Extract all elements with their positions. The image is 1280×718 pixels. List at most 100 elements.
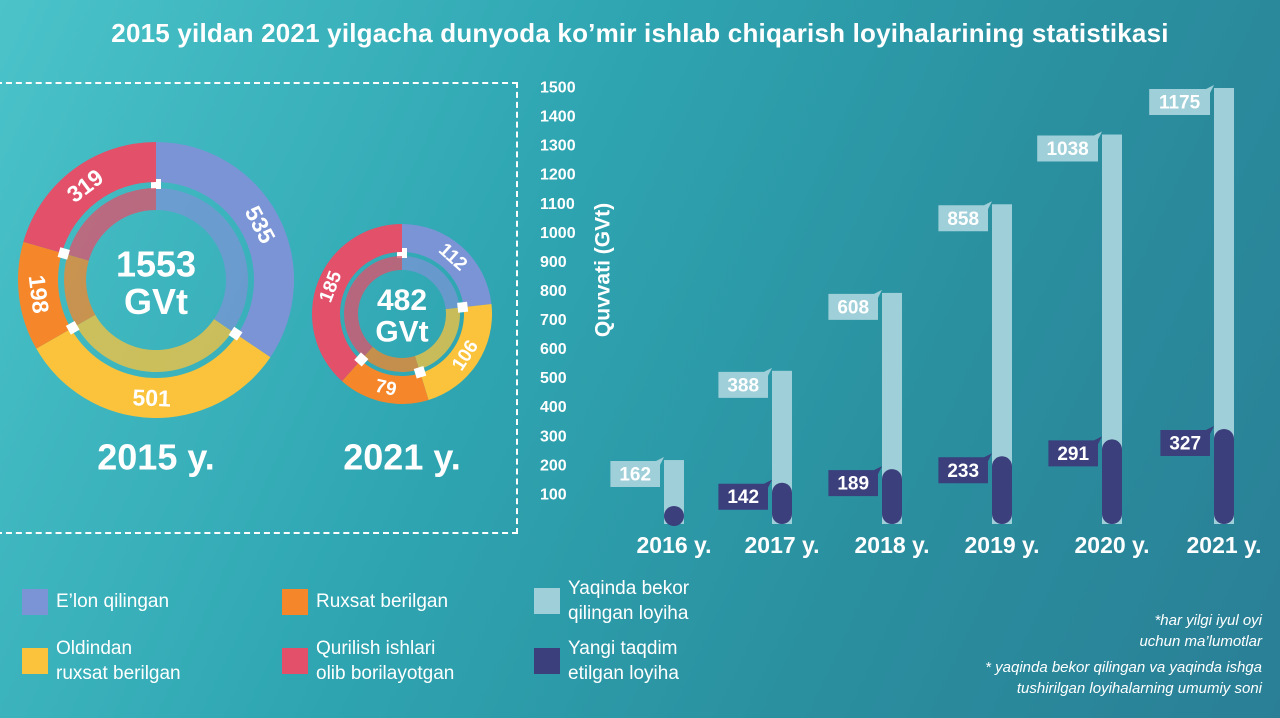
bar-bekor-5 xyxy=(1214,88,1234,524)
svg-text:388: 388 xyxy=(727,375,759,396)
bar-yangi-1 xyxy=(772,482,792,524)
bar-yangi-0 xyxy=(664,506,684,526)
svg-text:327: 327 xyxy=(1169,433,1201,454)
donut-1-inner-ring-qurilish xyxy=(344,256,402,358)
y-axis-label: Quvvati (GVt) xyxy=(592,203,615,337)
donut-1-value-label-ruxsat: 79 xyxy=(373,376,398,401)
data-label-yangi-5: 327 xyxy=(1160,425,1214,456)
svg-text:858: 858 xyxy=(947,209,979,230)
donut-0-year-label: 2015 y. xyxy=(97,437,214,478)
legend-item-elon: E’lon qilingan xyxy=(22,589,169,615)
x-category-label: 2021 y. xyxy=(1186,532,1261,558)
donut-0-value-label-ruxsat: 198 xyxy=(24,274,54,315)
y-tick-label: 1400 xyxy=(540,109,576,126)
svg-text:291: 291 xyxy=(1057,444,1089,465)
svg-text:1038: 1038 xyxy=(1046,139,1088,160)
legend-label-yangi: Yangi taqdim etilgan loyiha xyxy=(568,638,679,684)
y-tick-label: 1100 xyxy=(540,196,575,213)
data-label-bekor-1: 388 xyxy=(718,367,772,398)
footnote-july: *har yilgi iyul oyi uchun ma’lumotlar xyxy=(1139,612,1262,650)
data-label-yangi-3: 233 xyxy=(938,453,992,484)
page-title: 2015 yildan 2021 yilgacha dunyoda ko’mir… xyxy=(111,18,1169,48)
bar-yangi-3 xyxy=(992,456,1012,524)
y-tick-label: 500 xyxy=(540,370,567,387)
donut-0-segment-qurilish xyxy=(23,142,156,253)
donut-1-segment-qurilish xyxy=(312,224,402,382)
legend-swatch-qurilish xyxy=(282,648,308,674)
x-category-label: 2020 y. xyxy=(1074,532,1149,558)
legend-label-elon: E’lon qilingan xyxy=(56,591,170,612)
x-category-label: 2017 y. xyxy=(744,532,819,558)
data-label-bekor-3: 858 xyxy=(938,201,992,232)
data-label-bekor-0: 162 xyxy=(610,457,664,488)
donut-0-separator xyxy=(228,326,243,341)
bar-bekor-3 xyxy=(992,204,1012,524)
donut-0-inner-ring-oldindan xyxy=(76,314,233,372)
svg-text:233: 233 xyxy=(947,461,979,482)
donut-0-inner-ring-qurilish xyxy=(67,188,156,261)
legend-label-qurilish: Qurilish ishlari olib borilayotgan xyxy=(316,638,455,684)
data-label-yangi-2: 189 xyxy=(828,466,882,497)
svg-text:1175: 1175 xyxy=(1159,93,1201,114)
donut-0-segment-ruxsat xyxy=(17,241,71,349)
donut-1-inner-ring-elon xyxy=(402,256,460,310)
legend-item-ruxsat: Ruxsat berilgan xyxy=(282,589,448,615)
donut-panel-border xyxy=(0,82,518,534)
legend-label-bekor: Yaqinda bekor qilingan loyiha xyxy=(568,578,690,624)
donut-1-separator xyxy=(397,248,407,258)
donut-0-segment-elon xyxy=(156,142,294,358)
donut-0-value-label-oldindan: 501 xyxy=(132,384,172,411)
donut-0-inner-ring-ruxsat xyxy=(64,254,96,326)
y-tick-label: 700 xyxy=(540,312,567,329)
y-tick-label: 600 xyxy=(540,341,567,358)
y-tick-label: 1500 xyxy=(540,80,576,97)
donut-0-inner-ring-elon xyxy=(156,188,248,332)
donut-0-segment-oldindan xyxy=(36,328,271,418)
y-tick-label: 1000 xyxy=(540,225,576,242)
data-label-bekor-2: 608 xyxy=(828,289,882,320)
svg-text:142: 142 xyxy=(727,487,759,508)
legend-item-bekor: Yaqinda bekor qilingan loyiha xyxy=(534,576,689,626)
bar-yangi-2 xyxy=(882,469,902,524)
footnote-totals: * yaqinda bekor qilingan va yaqinda ishg… xyxy=(985,659,1262,697)
donut-1-segment-elon xyxy=(402,224,492,308)
y-tick-label: 1200 xyxy=(540,167,576,184)
legend-swatch-ruxsat xyxy=(282,589,308,615)
data-label-bekor-4: 1038 xyxy=(1037,131,1102,162)
y-tick-label: 900 xyxy=(540,254,567,271)
donut-1-segment-ruxsat xyxy=(341,360,429,405)
bar-yangi-4 xyxy=(1102,439,1122,524)
data-label-yangi-4: 291 xyxy=(1048,436,1102,467)
x-category-label: 2018 y. xyxy=(854,532,929,558)
donut-0-separator xyxy=(151,179,161,189)
svg-text:189: 189 xyxy=(837,474,869,495)
donut-1-separator xyxy=(413,366,427,379)
legend-swatch-oldindan xyxy=(22,648,48,674)
svg-text:162: 162 xyxy=(619,465,651,486)
donut-1-year-label: 2021 y. xyxy=(343,437,460,478)
donut-1-inner-ring-oldindan xyxy=(414,307,460,370)
legend-label-ruxsat: Ruxsat berilgan xyxy=(316,591,449,612)
donut-0-separator xyxy=(57,247,70,260)
donut-0-total-unit: GVt xyxy=(124,281,188,322)
bar-bekor-2 xyxy=(882,292,902,524)
data-label-yangi-1: 142 xyxy=(718,479,772,510)
donut-1-total-value: 482 xyxy=(377,284,427,317)
bar-yangi-5 xyxy=(1214,428,1234,524)
bar-chart: 100 200 300 400 500 600 700 800 900 1000 1100 1200 1… xyxy=(540,80,1262,559)
data-label-bekor-5: 1175 xyxy=(1149,85,1214,115)
donut-1-segment-oldindan xyxy=(420,304,492,400)
legend-item-qurilish: Qurilish ishlari olib borilayotgan xyxy=(282,636,454,686)
legend-swatch-elon xyxy=(22,589,48,615)
legend-label-oldindan: Oldindan ruxsat berilgan xyxy=(56,638,181,684)
legend-swatch-bekor xyxy=(534,588,560,614)
y-tick-label: 100 xyxy=(540,486,567,503)
donut-1-total-unit: GVt xyxy=(375,316,428,349)
donut-0-separator xyxy=(65,320,80,335)
donut-0-total-value: 1553 xyxy=(116,243,196,284)
legend-item-oldindan: Oldindan ruxsat berilgan xyxy=(22,636,181,686)
svg-text:608: 608 xyxy=(837,297,869,318)
y-tick-label: 400 xyxy=(540,399,567,416)
